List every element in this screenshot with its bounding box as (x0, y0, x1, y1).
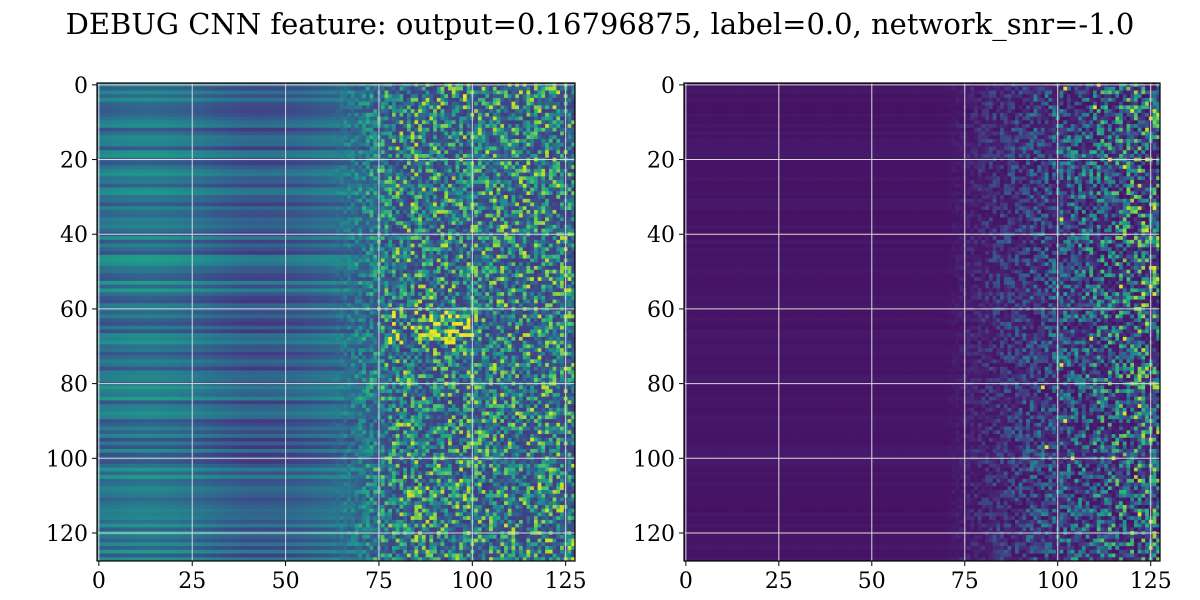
y-tick-label: 40 (647, 223, 675, 248)
y-tick-label: 80 (60, 373, 88, 398)
y-tick-label: 60 (647, 298, 675, 323)
y-tick-label: 100 (46, 447, 88, 472)
y-tick-label: 40 (60, 223, 88, 248)
heatmap-cells (97, 83, 575, 561)
figure-title: DEBUG CNN feature: output=0.16796875, la… (66, 7, 1135, 42)
heatmap-panel-left: 0 25 50 75 100 125 0 20 40 60 80 100 120 (46, 74, 587, 594)
x-tick-label: 25 (765, 569, 793, 594)
y-tick-label: 0 (74, 74, 88, 99)
y-tick-label: 100 (633, 447, 675, 472)
x-tick-label: 0 (679, 569, 693, 594)
y-axis: 0 20 40 60 80 100 120 (633, 74, 684, 547)
y-tick-label: 20 (60, 149, 88, 174)
x-axis: 0 25 50 75 100 125 (679, 561, 1172, 594)
x-tick-label: 50 (858, 569, 886, 594)
y-tick-label: 20 (647, 149, 675, 174)
heatmap-cells (684, 83, 1160, 561)
heatmap-panel-right: 0 25 50 75 100 125 0 20 40 60 80 100 120 (633, 74, 1172, 594)
x-axis: 0 25 50 75 100 125 (92, 561, 587, 594)
x-tick-label: 100 (1037, 569, 1079, 594)
x-tick-label: 75 (951, 569, 979, 594)
x-tick-label: 100 (451, 569, 493, 594)
x-tick-label: 125 (545, 569, 587, 594)
x-tick-label: 25 (178, 569, 206, 594)
x-tick-label: 50 (272, 569, 300, 594)
x-tick-label: 0 (92, 569, 106, 594)
y-tick-label: 60 (60, 298, 88, 323)
y-axis: 0 20 40 60 80 100 120 (46, 74, 97, 547)
y-tick-label: 80 (647, 373, 675, 398)
x-tick-label: 75 (365, 569, 393, 594)
y-tick-label: 120 (633, 522, 675, 547)
x-tick-label: 125 (1130, 569, 1172, 594)
y-tick-label: 0 (661, 74, 675, 99)
y-tick-label: 120 (46, 522, 88, 547)
